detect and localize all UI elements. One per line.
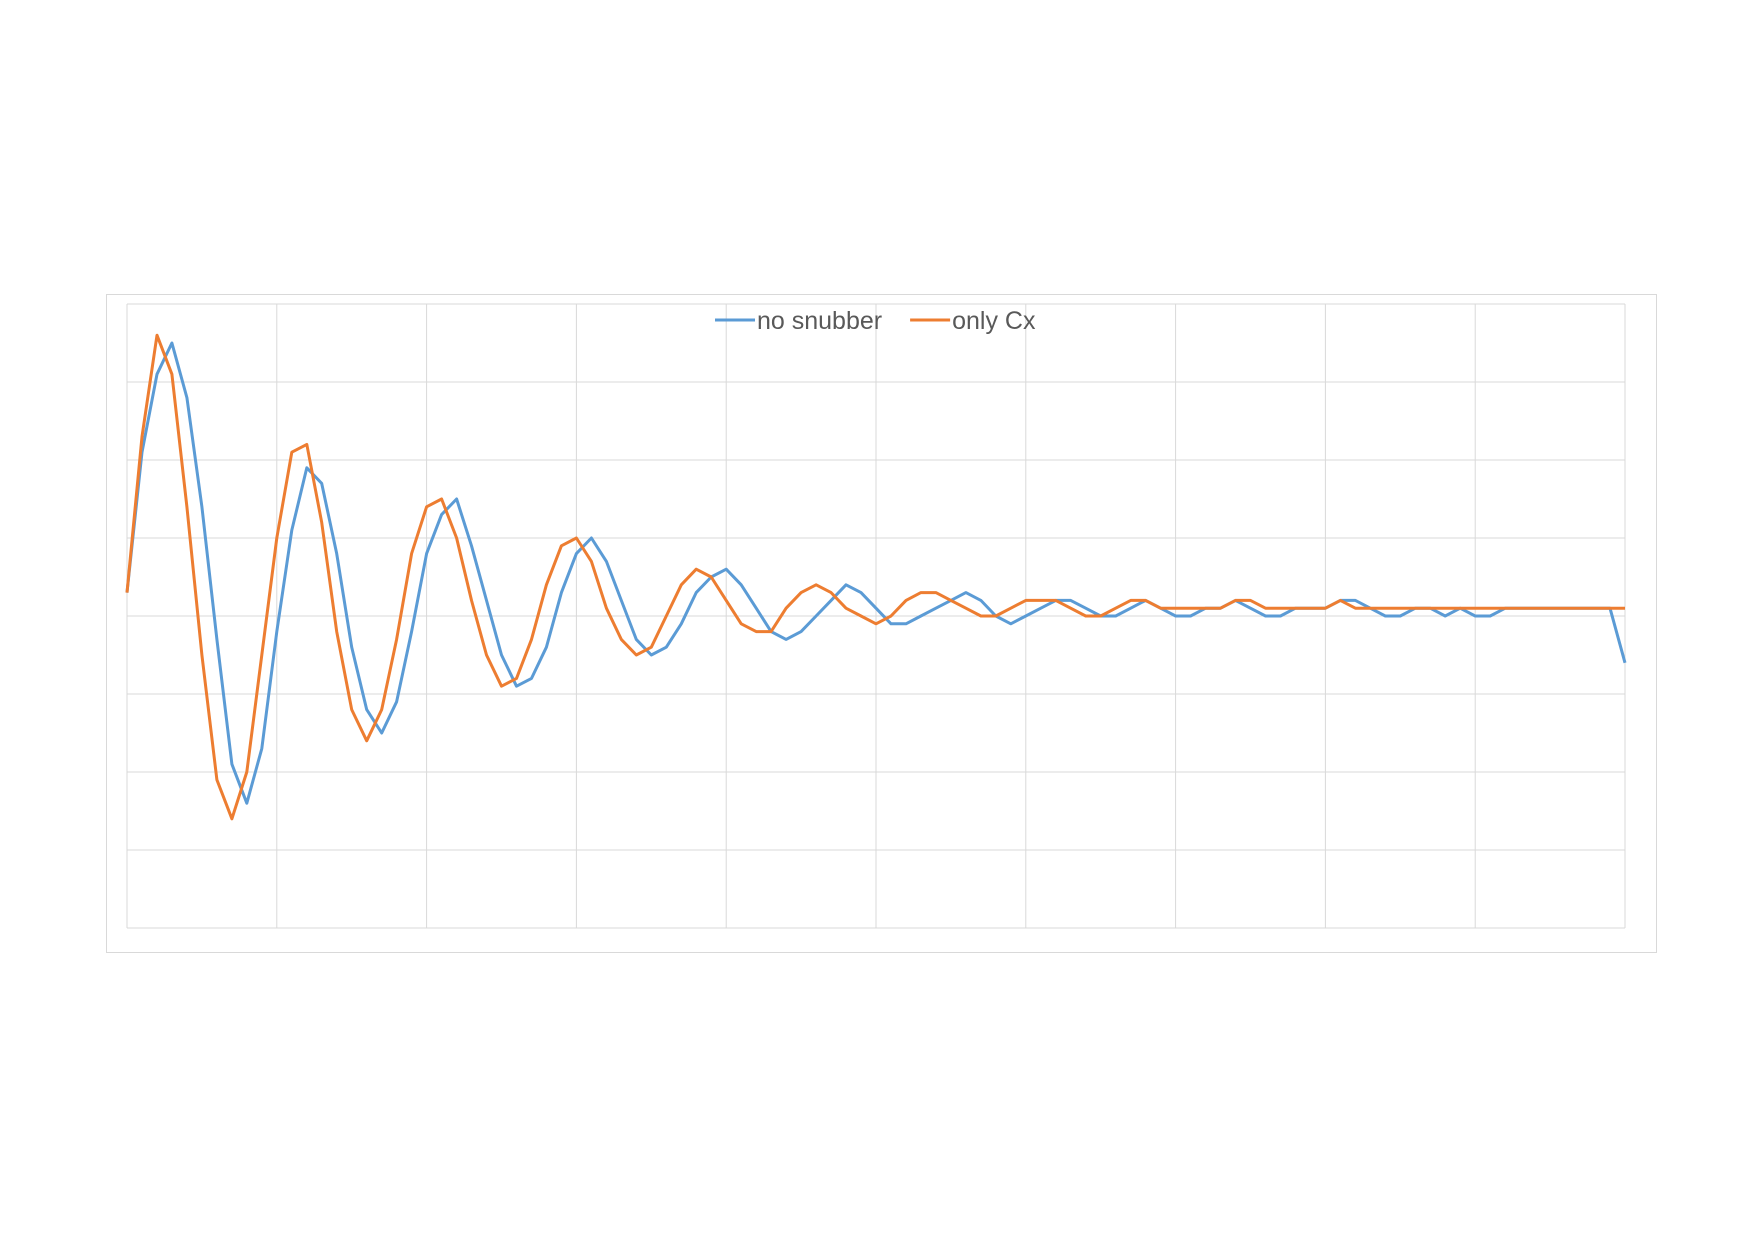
legend: no snubber only Cx [715,307,1036,335]
series-line-only-cx [125,333,1625,821]
series-layer [125,333,1627,821]
series-line-no-snubber [125,341,1627,805]
chart-frame: no snubber only Cx [106,294,1657,953]
chart-svg: no snubber only Cx [125,303,1627,929]
legend-label: no snubber [757,307,882,335]
gridlines [126,303,1626,929]
legend-label: only Cx [952,307,1036,335]
